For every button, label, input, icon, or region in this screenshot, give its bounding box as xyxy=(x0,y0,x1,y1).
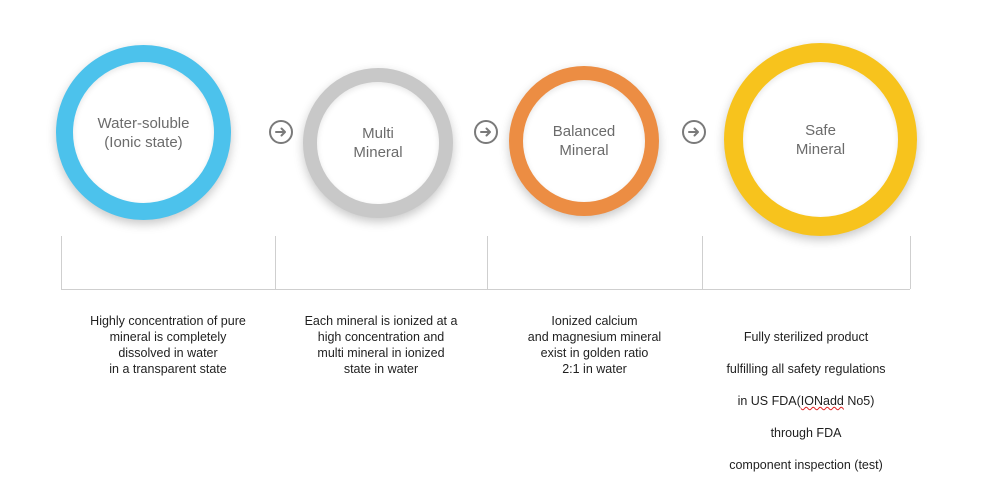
step-4-description-line: component inspection (test) xyxy=(729,458,883,472)
step-2-description: Each mineral is ionized at a high concen… xyxy=(304,314,458,376)
step-4-description-line: fulfilling all safety regulations xyxy=(726,362,886,376)
arrow-right-circle-icon xyxy=(682,120,706,144)
step-2-title: Multi Mineral xyxy=(353,125,403,161)
step-4-description-line: Fully sterilized product xyxy=(743,330,869,344)
fda-prefix: in US FDA( xyxy=(737,394,801,408)
arrow-right-circle-icon xyxy=(269,120,293,144)
step-4-description: Fully sterilized product fulfilling all … xyxy=(702,313,910,489)
step-1-description: Highly concentration of pure mineral is … xyxy=(90,314,246,376)
timeline-divider xyxy=(702,236,703,289)
timeline-divider xyxy=(487,236,488,289)
step-4-circle: Safe Mineral xyxy=(724,43,917,236)
arrow-right-circle-icon xyxy=(474,120,498,144)
ionadd-text: IONadd xyxy=(800,394,844,408)
step-3-description: Ionized calcium and magnesium mineral ex… xyxy=(527,314,662,376)
step-1-circle: Water-soluble (Ionic state) xyxy=(56,45,231,220)
step-4-title: Safe Mineral xyxy=(795,121,846,158)
timeline-divider xyxy=(275,236,276,289)
step-3-circle: Balanced Mineral xyxy=(509,66,659,216)
step-4-description-line: in US FDA(IONadd No5) xyxy=(702,393,910,409)
timeline-divider xyxy=(910,236,911,289)
step-2-circle: Multi Mineral xyxy=(303,68,453,218)
timeline-horizontal-line xyxy=(61,289,910,290)
step-4-description-line: through FDA xyxy=(770,426,842,440)
timeline-divider xyxy=(61,236,62,289)
step-1-title: Water-soluble (Ionic state) xyxy=(97,114,190,151)
step-3-title: Balanced Mineral xyxy=(552,123,616,159)
fda-suffix: No5) xyxy=(843,394,875,408)
